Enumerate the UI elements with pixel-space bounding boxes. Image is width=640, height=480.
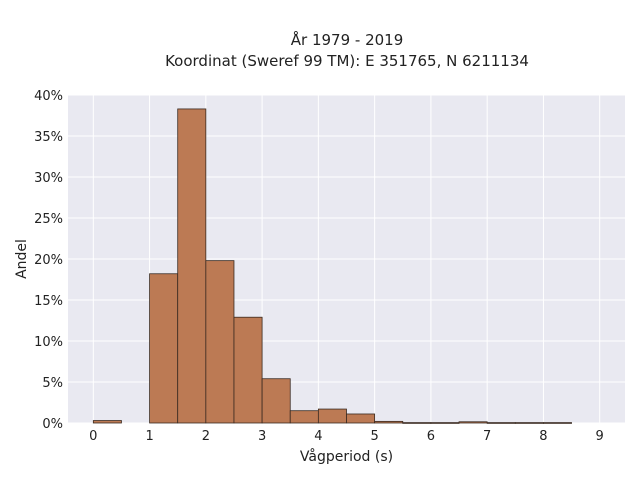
x-tick-label: 7 (483, 429, 491, 444)
histogram-bar (92, 420, 122, 424)
y-axis-ticks: 0% 5% 10% 15% 20% 25% 30% 35% 40% (34, 89, 63, 432)
x-tick-label: 4 (314, 429, 322, 444)
y-tick-label: 30% (34, 171, 63, 186)
histogram-bar (205, 260, 235, 424)
y-tick-label: 0% (42, 417, 63, 432)
y-tick-label: 20% (34, 253, 63, 268)
histogram-bar (374, 420, 404, 424)
histogram-bar (149, 273, 179, 424)
histogram-bar (346, 413, 376, 424)
histogram-bar (177, 108, 207, 424)
y-tick-label: 10% (34, 335, 63, 350)
x-tick-label: 8 (539, 429, 547, 444)
histogram-bar (430, 422, 460, 424)
x-tick-label: 6 (427, 429, 435, 444)
histogram-bar (543, 422, 572, 424)
histogram-bar (458, 421, 488, 424)
y-tick-label: 15% (34, 294, 63, 309)
x-axis-ticks: 0 1 2 3 4 5 6 7 8 9 (89, 429, 604, 444)
histogram-bar (486, 422, 516, 424)
y-tick-label: 25% (34, 212, 63, 227)
y-tick-label: 5% (42, 376, 63, 391)
x-tick-label: 3 (258, 429, 266, 444)
x-tick-label: 5 (370, 429, 378, 444)
x-tick-label: 0 (89, 429, 97, 444)
histogram-bar (261, 378, 291, 424)
y-tick-label: 40% (34, 89, 63, 104)
histogram-bar (233, 316, 263, 424)
histogram-bar (514, 422, 544, 424)
histogram-bar (289, 410, 319, 424)
x-axis-label: Vågperiod (s) (300, 448, 393, 465)
histogram-bar (317, 408, 347, 424)
x-tick-label: 2 (202, 429, 210, 444)
chart-title-line1: År 1979 - 2019 (291, 30, 404, 49)
chart-title-line2: Koordinat (Sweref 99 TM): E 351765, N 62… (165, 52, 529, 70)
x-tick-label: 9 (596, 429, 604, 444)
y-tick-label: 35% (34, 130, 63, 145)
y-axis-label: Andel (14, 239, 30, 279)
histogram-bars (92, 108, 572, 424)
histogram-bar (402, 422, 432, 424)
x-tick-label: 1 (145, 429, 153, 444)
